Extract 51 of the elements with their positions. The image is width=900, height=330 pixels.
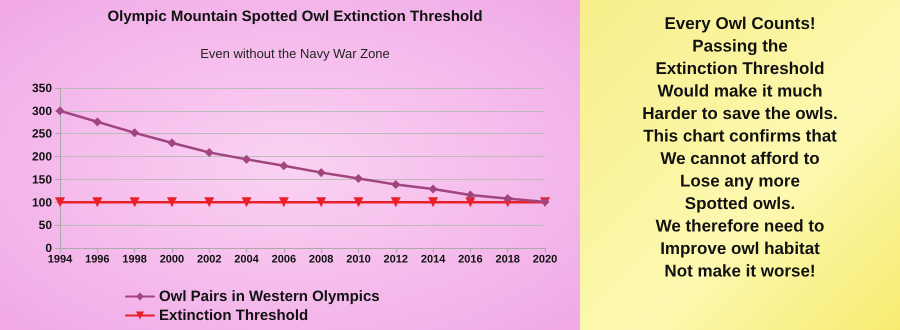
y-tick-label: 350	[32, 81, 52, 95]
x-tick-label: 2008	[308, 254, 334, 266]
x-tick-label: 1998	[122, 254, 147, 266]
chart-subtitle: Even without the Navy War Zone	[200, 46, 390, 61]
legend-label: Owl Pairs in Western Olympics	[159, 288, 380, 305]
y-tick-label: 100	[32, 195, 52, 210]
point	[130, 197, 140, 208]
y-tick-label: 250	[32, 126, 52, 141]
y-tick-label: 200	[32, 150, 52, 164]
x-tick-label: 2012	[384, 254, 408, 266]
x-tick-label: 2000	[160, 254, 184, 266]
point	[466, 190, 475, 200]
point	[354, 174, 363, 184]
y-tick-label: 50	[38, 218, 52, 232]
point	[316, 168, 326, 178]
x-tick-label: 2020	[532, 254, 558, 266]
x-tick-label: 1994	[48, 254, 74, 266]
x-tick-label: 2016	[458, 254, 483, 266]
point	[92, 197, 102, 208]
y-tick-label: 150	[32, 172, 52, 186]
x-tick-label: 2002	[196, 254, 222, 266]
point	[242, 197, 252, 208]
point	[316, 197, 326, 208]
y-tick-label: 300	[32, 104, 52, 118]
x-tick-label: 2014	[420, 254, 446, 266]
point	[242, 154, 252, 164]
x-tick-label: 2018	[495, 254, 520, 266]
point	[278, 197, 289, 208]
chart-title: Olympic Mountain Spotted Owl Extinction Threshold	[107, 8, 483, 25]
x-tick-label: 1996	[85, 254, 110, 266]
point	[391, 180, 400, 189]
y-tick-label: 0	[45, 241, 52, 255]
point	[204, 197, 214, 208]
point	[390, 197, 401, 208]
point	[167, 138, 176, 148]
point	[55, 197, 65, 208]
point	[56, 106, 64, 116]
point	[353, 197, 364, 208]
legend-label: Extinction Threshold	[159, 307, 308, 324]
point	[92, 117, 102, 126]
text: Every Owl Counts! Passing the Extinction Threshold Would make it much Harder to save the owls. This chart confirms that We cannot afford to Lose any more Spotted owls. We therefore need to Improve owl habitat Not make it worse!	[642, 14, 838, 280]
x-tick-label: 2010	[346, 254, 371, 266]
x-tick-label: 2004	[234, 254, 260, 266]
point	[279, 161, 288, 170]
x-tick-label: 2006	[272, 254, 296, 266]
point	[428, 184, 438, 194]
point	[166, 197, 177, 208]
point	[130, 128, 140, 138]
point	[503, 194, 512, 204]
point	[204, 148, 214, 157]
point	[428, 197, 438, 208]
